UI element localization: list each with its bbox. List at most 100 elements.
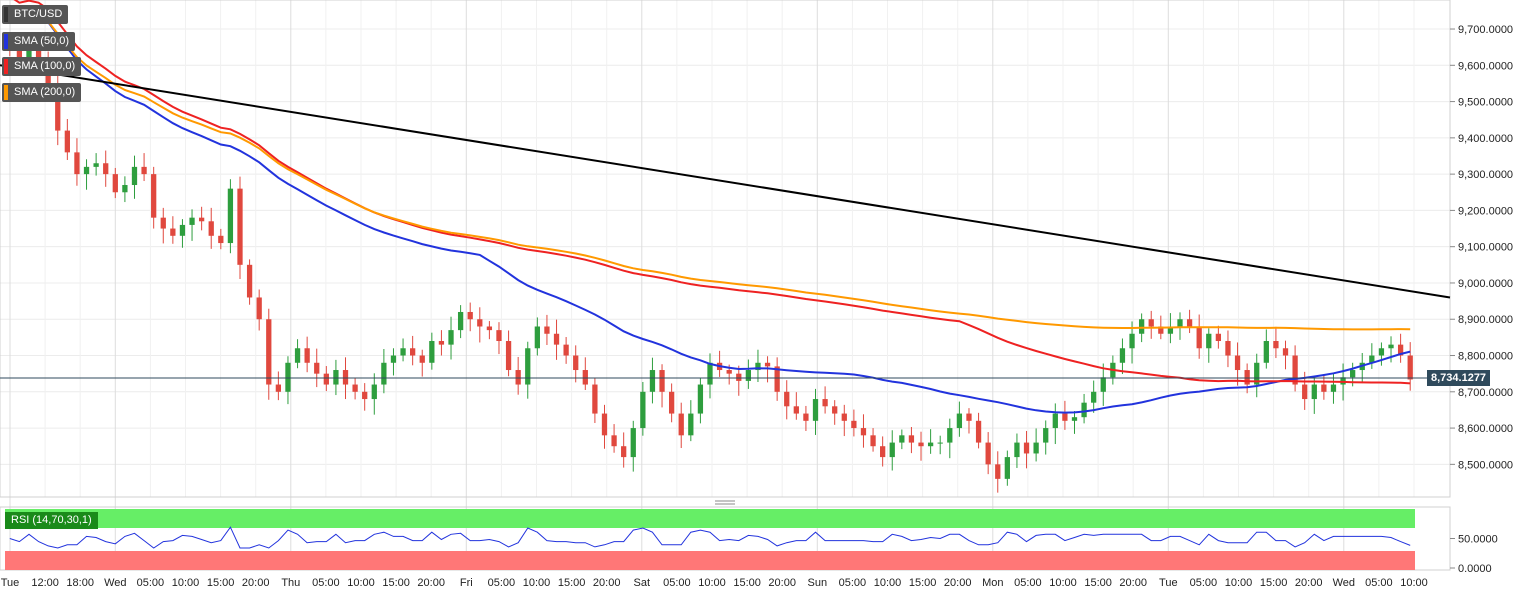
time-tick-label: 20:00	[593, 577, 621, 589]
candle-body	[601, 413, 608, 436]
price-tick-label: 8,900.0000	[1458, 314, 1513, 326]
time-tick-label: 05:00	[1014, 577, 1042, 589]
rsi-tick-label: 0.0000	[1458, 563, 1492, 575]
rsi-overbought-zone	[5, 509, 1415, 528]
current-price-text: 8,734.1277	[1431, 372, 1487, 384]
candle-body	[908, 435, 915, 443]
candle-body	[160, 217, 166, 229]
candle-body	[1158, 326, 1164, 334]
candle-body	[563, 344, 569, 356]
candle-body	[275, 384, 282, 392]
candle-body	[314, 362, 320, 374]
candle-body	[745, 370, 752, 381]
candle-body	[1397, 344, 1404, 356]
time-tick-label: 15:00	[558, 577, 586, 589]
candle-body	[1244, 370, 1250, 385]
time-tick-label: Sun	[808, 577, 828, 589]
candle-body	[1014, 442, 1020, 458]
candle-body	[649, 370, 656, 392]
candle-body	[678, 413, 684, 436]
candle-body	[1004, 457, 1010, 479]
candle-body	[429, 341, 435, 363]
candle-body	[438, 341, 445, 345]
time-tick-label: Thu	[281, 577, 300, 589]
time-tick-label: 15:00	[1084, 577, 1112, 589]
sma100-legend[interactable]: SMA (100,0)	[2, 57, 82, 76]
candle-body	[505, 341, 512, 371]
candle-body	[1369, 355, 1375, 363]
symbol-label[interactable]: BTC/USD	[2, 5, 69, 24]
candle-body	[410, 348, 416, 356]
candle-body	[83, 166, 90, 175]
candle-body	[1138, 319, 1145, 334]
candle-body	[1062, 413, 1068, 421]
candle-body	[1119, 348, 1126, 363]
candle-body	[1215, 333, 1222, 342]
candle-body	[525, 348, 531, 385]
price-tick-label: 9,200.0000	[1458, 205, 1513, 217]
candle-body	[112, 174, 118, 193]
time-tick-label: 20:00	[1119, 577, 1147, 589]
sma200-legend[interactable]: SMA (200,0)	[2, 83, 82, 102]
candle-body	[534, 326, 540, 349]
rsi-legend[interactable]: RSI (14,70,30,1)	[5, 512, 98, 529]
candle-body	[1186, 319, 1193, 327]
time-tick-label: Mon	[982, 577, 1003, 589]
trend-line	[0, 64, 1451, 299]
candle-body	[131, 166, 138, 186]
candle-body	[1167, 326, 1174, 334]
candle-body	[419, 355, 425, 363]
candle-body	[448, 330, 454, 345]
candle-body	[352, 384, 358, 392]
time-axis: Tue 12:00 18:00 Wed 05:00 10:00 15:00 20:00 Thu 0…	[1, 577, 1428, 589]
candle-body	[784, 391, 790, 407]
price-tick-label: 9,000.0000	[1458, 278, 1513, 290]
candle-body	[103, 163, 109, 175]
candle-body	[390, 355, 397, 363]
time-tick-label: 05:00	[663, 577, 691, 589]
main-pane-border	[0, 0, 1451, 498]
candle-body	[870, 435, 876, 447]
candle-body	[1129, 333, 1135, 349]
candle-body	[304, 348, 310, 363]
candle-body	[573, 355, 579, 371]
sma100-label: SMA (100,0)	[14, 60, 76, 72]
time-tick-label: 05:00	[1365, 577, 1393, 589]
candle-body	[803, 413, 809, 421]
time-tick-label: 05:00	[137, 577, 165, 589]
price-axis: 9,700.0000 9,600.0000 9,500.0000 9,400.0000…	[1450, 24, 1513, 575]
candle-body	[736, 373, 742, 381]
candle-body	[266, 319, 272, 385]
candle-body	[1388, 344, 1394, 349]
candle-body	[371, 384, 377, 400]
time-tick-label: 20:00	[417, 577, 445, 589]
time-tick-label: 05:00	[839, 577, 867, 589]
candle-body	[832, 406, 838, 414]
candle-body	[285, 362, 291, 392]
candle-body	[227, 188, 234, 244]
time-tick-label: 05:00	[488, 577, 516, 589]
candle-body	[640, 391, 646, 429]
current-price-tag: 8,734.1277	[1427, 370, 1491, 386]
time-tick-label: Sat	[634, 577, 651, 589]
price-tick-label: 8,600.0000	[1458, 423, 1513, 435]
candle-body	[323, 373, 329, 385]
candle-body	[621, 446, 627, 458]
candle-body	[1282, 348, 1289, 356]
candle-body	[707, 362, 713, 385]
sma50-legend[interactable]: SMA (50,0)	[2, 32, 76, 51]
time-tick-label: 10:00	[874, 577, 902, 589]
candle-body	[985, 442, 991, 465]
candle-body	[582, 370, 588, 385]
chart-grid	[0, 0, 1450, 570]
candle-body	[74, 152, 80, 175]
time-tick-label: 10:00	[523, 577, 551, 589]
candle-body	[1407, 355, 1413, 380]
price-tick-label: 9,400.0000	[1458, 133, 1513, 145]
candle-body	[544, 326, 550, 334]
candle-body	[1234, 355, 1241, 371]
candle-body	[947, 428, 953, 443]
candle-body	[35, 47, 42, 59]
candle-body	[851, 420, 857, 429]
